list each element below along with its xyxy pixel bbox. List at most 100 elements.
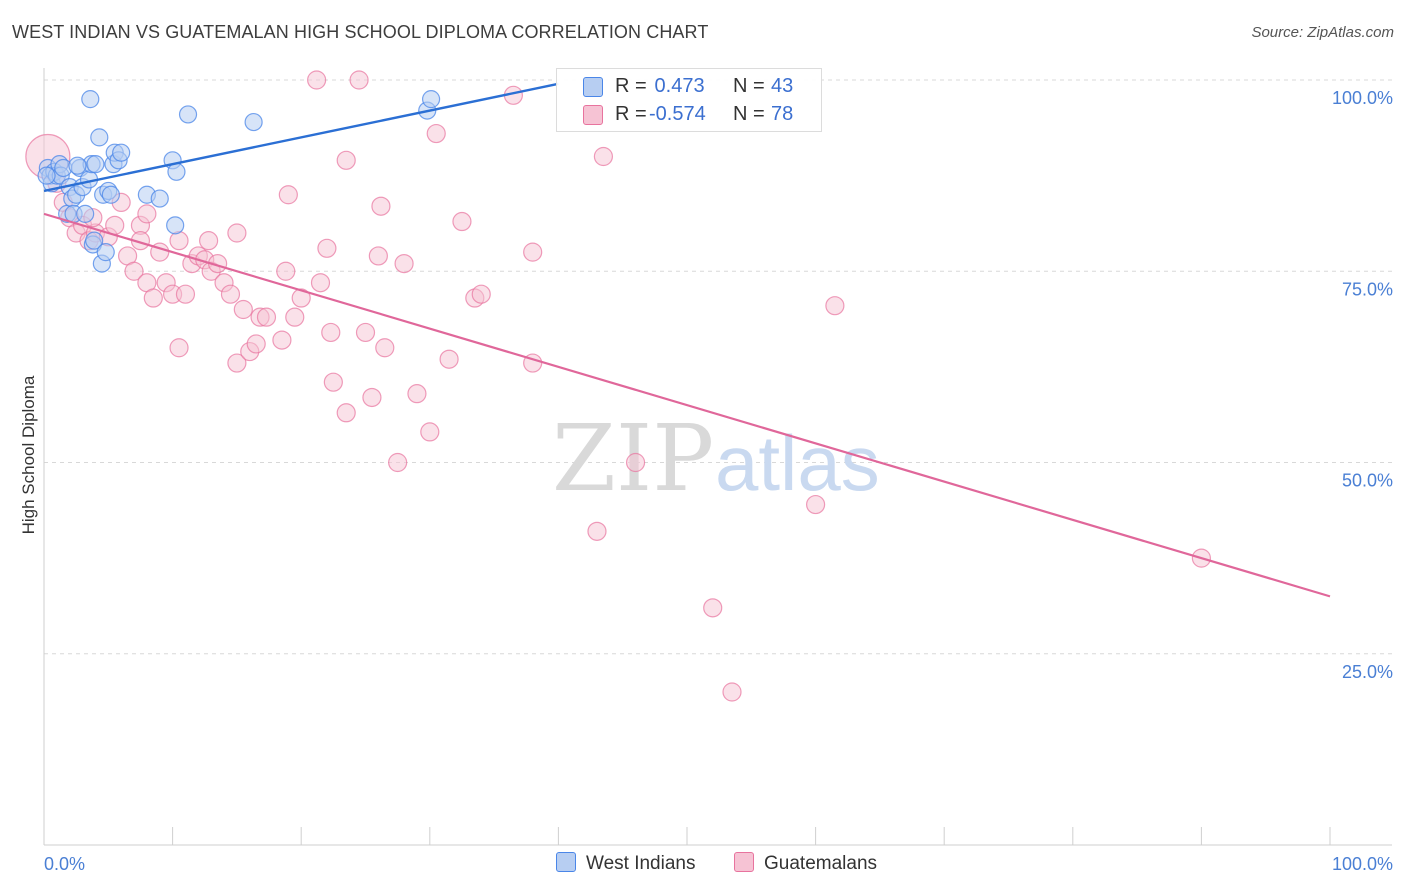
- guatemalans-point: [371, 196, 391, 216]
- west-indians-point: [150, 189, 169, 208]
- bottom-legend-swatch-pink: [734, 852, 754, 872]
- guatemalans-point: [722, 682, 742, 702]
- guatemalans-point: [362, 387, 382, 408]
- correlation-legend: R = 0.473 N = 43 R = -0.574 N = 78: [556, 68, 822, 132]
- legend-r-value: 0.473: [649, 75, 705, 97]
- west-indians-point: [166, 216, 185, 235]
- y-tick-label: 75.0%: [1342, 279, 1393, 299]
- guatemalans-point: [199, 231, 219, 251]
- guatemalans-point: [246, 334, 266, 354]
- guatemalans-point: [420, 422, 440, 442]
- guatemalans-point: [349, 70, 369, 90]
- y-axis-label: High School Diploma: [19, 375, 38, 534]
- guatemalans-point: [805, 494, 826, 515]
- guatemalans-point: [323, 372, 343, 392]
- chart-title: WEST INDIAN VS GUATEMALAN HIGH SCHOOL DI…: [12, 22, 709, 42]
- guatemalans-point: [336, 403, 356, 423]
- guatemalans-point: [625, 452, 646, 473]
- guatemalans-point: [227, 353, 247, 373]
- trend-lines: [43, 82, 1331, 598]
- west-indians-point: [37, 166, 56, 185]
- bottom-legend-label: West Indians: [586, 853, 696, 874]
- guatemalans-point: [143, 288, 163, 308]
- west-indians-point: [96, 243, 115, 262]
- guatemalans-point: [394, 254, 414, 274]
- guatemalans-point: [278, 185, 298, 205]
- guatemalans-point: [825, 296, 845, 316]
- west-indians-point: [90, 128, 109, 147]
- y-tick-label: 50.0%: [1342, 471, 1393, 491]
- west-indians-points: [37, 90, 441, 273]
- legend-n-value: 43: [771, 75, 794, 97]
- guatemalans-point: [285, 307, 305, 327]
- guatemalans-point: [471, 284, 491, 304]
- guatemalans-point: [175, 284, 196, 304]
- guatemalans-point: [355, 322, 376, 343]
- west-indians-point: [244, 112, 263, 132]
- legend-row-west-indians: R = 0.473 N = 43: [557, 73, 821, 101]
- guatemalans-point: [291, 288, 311, 308]
- legend-r-label: R =: [615, 103, 647, 125]
- guatemalans-point: [307, 70, 327, 90]
- west-indians-point: [85, 231, 104, 250]
- guatemalans-point: [368, 246, 388, 266]
- source-credit: Source: ZipAtlas.com: [1251, 24, 1394, 41]
- guatemalans-point: [137, 204, 157, 224]
- y-tick-label: 25.0%: [1342, 662, 1393, 682]
- guatemalans-point: [227, 223, 247, 243]
- guatemalans-point: [388, 452, 408, 473]
- watermark-atlas: atlas: [715, 419, 880, 507]
- bottom-legend-west-indians: West Indians: [556, 852, 695, 875]
- guatemalans-points: [25, 70, 1212, 702]
- legend-swatch-blue: [583, 77, 603, 97]
- west-indians-point: [81, 90, 100, 109]
- legend-n-label: N =: [733, 75, 765, 97]
- y-tick-label: 100.0%: [1332, 88, 1393, 108]
- west-indians-point: [68, 156, 87, 175]
- bottom-legend-label: Guatemalans: [764, 853, 878, 874]
- guatemalans-point: [169, 338, 189, 358]
- guatemalans-point: [439, 349, 459, 369]
- bottom-legend-guatemalans: Guatemalans: [734, 852, 877, 875]
- bottom-legend-swatch-blue: [556, 852, 576, 872]
- axes: [43, 68, 1392, 846]
- guatemalans-point: [407, 384, 427, 404]
- west-indians-point: [421, 90, 441, 109]
- guatemalans-point: [375, 338, 395, 358]
- guatemalans-point: [452, 211, 472, 232]
- guatemalans-point: [233, 299, 253, 320]
- west-indians-point: [86, 155, 105, 174]
- guatemalans-point: [220, 284, 241, 304]
- x-tick-label: 0.0%: [44, 854, 85, 874]
- guatemalans-point: [593, 146, 614, 167]
- guatemalans-trend-line: [43, 212, 1331, 598]
- guatemalans-point: [105, 215, 125, 235]
- tick-labels: 100.0% 75.0% 50.0% 25.0% 0.0% 100.0%: [44, 88, 1393, 874]
- west-indians-point: [76, 204, 95, 223]
- legend-n-value: 78: [771, 103, 794, 125]
- x-tick-label: 100.0%: [1332, 854, 1393, 874]
- watermark: ZIP atlas: [552, 405, 880, 512]
- guatemalans-point: [272, 330, 292, 350]
- guatemalans-point: [317, 238, 337, 258]
- guatemalans-point: [310, 273, 331, 293]
- legend-row-guatemalans: R = -0.574 N = 78: [557, 101, 821, 129]
- guatemalans-point: [426, 123, 446, 144]
- legend-swatch-pink: [583, 105, 603, 125]
- guatemalans-point: [276, 261, 296, 281]
- guatemalans-point: [321, 322, 341, 343]
- gridlines: [44, 79, 1392, 655]
- legend-r-label: R =: [615, 75, 647, 97]
- west-indians-point: [178, 105, 198, 124]
- guatemalans-point: [336, 150, 356, 170]
- west-indians-point: [112, 143, 131, 162]
- guatemalans-point: [587, 521, 607, 541]
- guatemalans-point: [124, 261, 144, 281]
- west-indians-trend-line: [43, 82, 559, 193]
- guatemalans-point: [703, 598, 723, 618]
- guatemalans-point: [169, 231, 189, 251]
- west-indians-point: [167, 162, 186, 181]
- guatemalans-point: [523, 242, 543, 262]
- west-indians-point: [101, 185, 120, 204]
